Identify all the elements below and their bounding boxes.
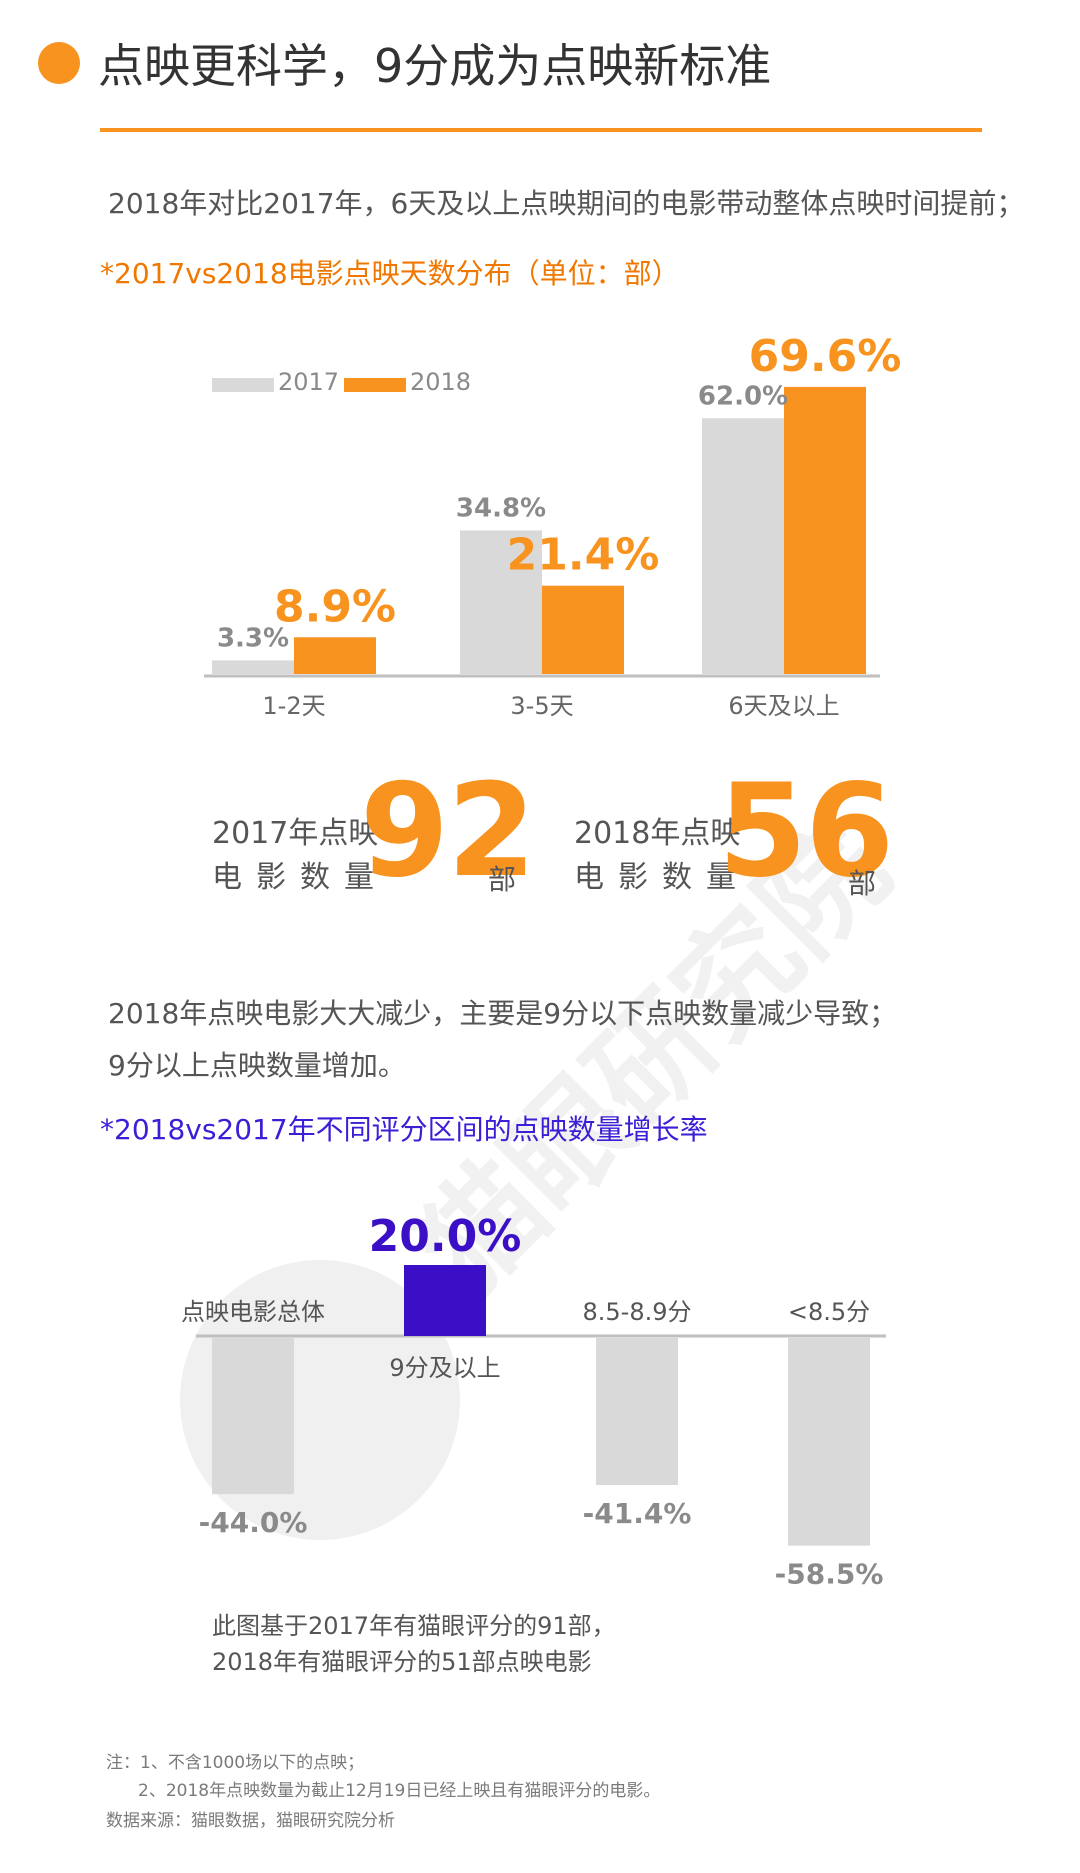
x-tick-label-0: 1-2天 [262,692,325,720]
page-title: 点映更科学，9分成为点映新标准 [98,39,772,93]
stat-2017-unit: 部 [488,863,517,896]
x-tick-label-1: 3-5天 [510,692,573,720]
title-divider [100,128,982,132]
stat-2017-value: 92 [360,757,536,906]
stat-2017-label: 2017年点映 电影数量 [212,812,388,900]
growth-data-label-0: -44.0% [199,1506,308,1539]
stat-2018-value: 56 [718,757,894,906]
data-label-2018-0: 8.9% [274,581,396,632]
chart-note-line2: 2018年有猫眼评分的51部点映电影 [212,1648,592,1676]
growth-category-label-2: 8.5-8.9分 [583,1298,692,1326]
footnote-2: 2、2018年点映数量为截止12月19日已经上映且有猫眼评分的电影。 [138,1781,661,1801]
data-source: 数据来源：猫眼数据，猫眼研究院分析 [106,1811,395,1831]
bar-2018-1 [542,585,624,674]
bar-2017-2 [702,418,784,674]
legend-label-2018: 2018 [410,368,472,396]
section2-subtitle: *2018vs2017年不同评分区间的点映数量增长率 [100,1113,708,1146]
title-bullet-icon [38,42,80,84]
footnote-1: 注：1、不含1000场以下的点映； [106,1753,365,1773]
section2-paragraph-line2: 9分以上点映数量增加。 [108,1049,406,1082]
bar-2018-0 [294,637,376,674]
data-label-2017-2: 62.0% [698,381,788,411]
data-label-2018-1: 21.4% [507,530,660,581]
legend-label-2017: 2017 [278,368,340,396]
stat-2017-label-line2: 电影数量 [212,860,388,895]
growth-category-label-1: 9分及以上 [389,1354,500,1382]
legend-swatch-2018 [344,378,406,392]
bar-2018-2 [784,386,866,674]
growth-bar-0 [212,1338,294,1495]
data-label-2018-2: 69.6% [749,331,902,382]
growth-bar-2 [596,1338,678,1485]
growth-data-label-3: -58.5% [775,1558,884,1591]
section2-paragraph: 2018年点映电影大大减少，主要是9分以下点映数量减少导致； 9分以上点映数量增… [108,988,897,1092]
growth-data-label-2: -41.4% [583,1497,692,1530]
chart-growth-rate: -44.0% 点映电影总体 20.0% 9分及以上 -41.4% 8.5-8.9分 -58.… [181,1211,886,1591]
stat-2018-label-line2: 电影数量 [574,860,750,895]
section2-paragraph-line1: 2018年点映电影大大减少，主要是9分以下点映数量减少导致； [108,997,898,1030]
section1-subtitle: *2017vs2018电影点映天数分布（单位：部） [100,257,680,290]
growth-bar-3 [788,1338,870,1546]
growth-bar-1 [404,1265,486,1336]
bar-2017-1 [460,530,542,674]
section1-paragraph: 2018年对比2017年，6天及以上点映期间的电影带动整体点映时间提前； [108,187,1025,220]
bar-2017-0 [212,660,294,674]
growth-data-label-1: 20.0% [369,1211,522,1262]
stat-2017-label-line1: 2017年点映 [212,816,379,851]
legend-swatch-2017 [212,378,274,392]
stat-2018-label-line1: 2018年点映 [574,816,741,851]
chart-note: 此图基于2017年有猫眼评分的91部， 2018年有猫眼评分的51部点映电影 [212,1608,616,1680]
stat-2018-label: 2018年点映 电影数量 [574,812,750,900]
stat-2018-unit: 部 [848,867,877,900]
chart-screening-days: 3.3%8.9% 1-2天 34.8% 21.4% 3-5天 62.0%69.6% 6天及以… [204,331,902,720]
data-label-2017-1: 34.8% [456,493,546,523]
chart-note-line1: 此图基于2017年有猫眼评分的91部， [212,1612,616,1640]
growth-category-label-0: 点映电影总体 [181,1298,325,1326]
x-tick-label-2: 6天及以上 [728,692,839,720]
data-label-2017-0: 3.3% [217,623,289,653]
growth-category-label-3: <8.5分 [788,1298,870,1326]
